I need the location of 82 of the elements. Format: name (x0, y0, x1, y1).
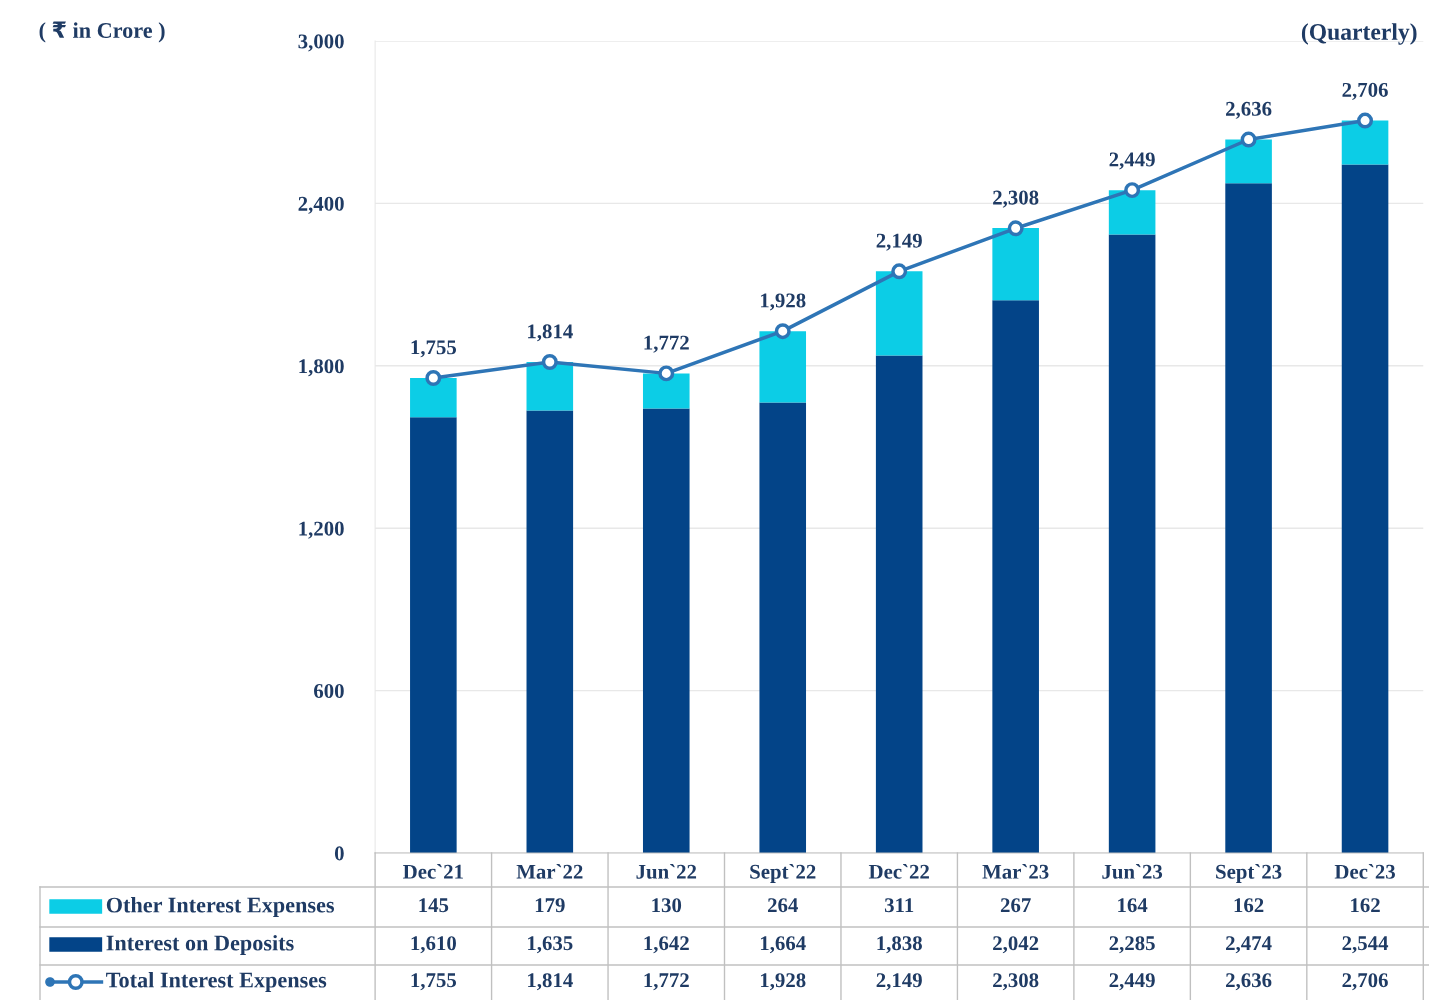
data-label: 1,772 (644, 973, 689, 991)
data-label: 1,755 (411, 973, 457, 991)
point (1124, 182, 1141, 199)
data-label: 1,610 (411, 936, 456, 954)
legend-label: Other Interest Expenses (106, 896, 335, 918)
point (1357, 112, 1374, 129)
data-label: 1,928 (760, 973, 806, 991)
bar (1108, 234, 1156, 853)
data-label: 2,285 (1109, 936, 1155, 954)
y-tick-label: 1,200 (299, 521, 344, 539)
y-tick-label: 0 (334, 846, 344, 861)
x-tick-label: Sept`22 (750, 864, 816, 884)
x-tick-label: Mar`23 (982, 864, 1049, 879)
bar (875, 355, 923, 853)
x-tick-label: Dec`21 (403, 864, 463, 879)
data-label: 1,642 (644, 936, 689, 954)
bar (642, 408, 690, 853)
data-label: 179 (535, 898, 565, 913)
bar (642, 373, 690, 409)
text: 2,149 (876, 233, 922, 251)
bar (410, 377, 457, 418)
bar (1341, 120, 1389, 165)
bar (875, 271, 923, 356)
x-tick-label: Jun`23 (1102, 864, 1163, 879)
data-label: 1,635 (528, 936, 573, 954)
annotation: (Quarterly) (1301, 23, 1417, 45)
text: 2,308 (993, 190, 1039, 208)
bar (1108, 190, 1156, 235)
point (1007, 220, 1024, 237)
text: 1,928 (760, 293, 806, 311)
y-tick-label: 600 (314, 683, 344, 699)
x-tick-label: Mar`22 (516, 864, 583, 879)
text: 2,449 (1109, 152, 1155, 170)
bar (1225, 183, 1272, 853)
bar (1341, 164, 1389, 853)
data-label: 2,449 (1109, 973, 1155, 991)
data-label: 162 (1234, 898, 1264, 913)
bar (526, 410, 574, 853)
x-tick-label: Sept`23 (1216, 864, 1282, 884)
data-label: 1,838 (877, 936, 922, 954)
bar (410, 417, 457, 853)
x-tick-label: Dec`23 (1334, 864, 1395, 879)
text: 2,706 (1342, 82, 1388, 100)
bar (992, 300, 1039, 853)
data-label: 1,814 (528, 973, 573, 991)
data-label: 145 (419, 898, 449, 913)
data-label: 2,149 (876, 973, 922, 991)
data-label: 2,706 (1342, 973, 1388, 991)
data-label: 2,474 (1226, 936, 1272, 954)
bar (759, 402, 807, 853)
y-tick-label: 1,800 (299, 359, 344, 377)
text: 2,636 (1226, 101, 1272, 119)
point (1240, 131, 1257, 148)
text: 1,772 (644, 335, 689, 353)
data-label: 164 (1118, 898, 1148, 913)
data-label: 1,664 (760, 936, 806, 954)
y-tick-label: 3,000 (298, 34, 344, 52)
data-label: 264 (767, 898, 798, 913)
bar (1225, 139, 1272, 184)
bar (992, 228, 1039, 301)
point (774, 323, 791, 340)
text: ( ₹ in Crore ) (39, 21, 165, 43)
data-label: 2,308 (993, 973, 1039, 991)
data-label: 311 (884, 898, 914, 913)
legend-label: Interest on Deposits (106, 934, 294, 956)
text: 1,814 (528, 324, 573, 342)
text: 1,755 (411, 340, 457, 358)
data-label: 2,042 (993, 936, 1039, 954)
data-label: 267 (1000, 898, 1031, 913)
bar (759, 331, 807, 403)
point (658, 365, 675, 382)
legend-label: Total Interest Expenses (106, 971, 327, 993)
data-label: 130 (652, 898, 682, 913)
point (541, 354, 558, 370)
x-tick-label: Jun`22 (636, 864, 697, 879)
data-label: 2,544 (1342, 936, 1389, 954)
point (425, 369, 442, 386)
data-label: 2,636 (1226, 973, 1272, 991)
point (891, 263, 908, 280)
y-tick-label: 2,400 (298, 196, 344, 214)
x-tick-label: Dec`22 (868, 864, 929, 879)
data-label: 162 (1351, 898, 1380, 913)
